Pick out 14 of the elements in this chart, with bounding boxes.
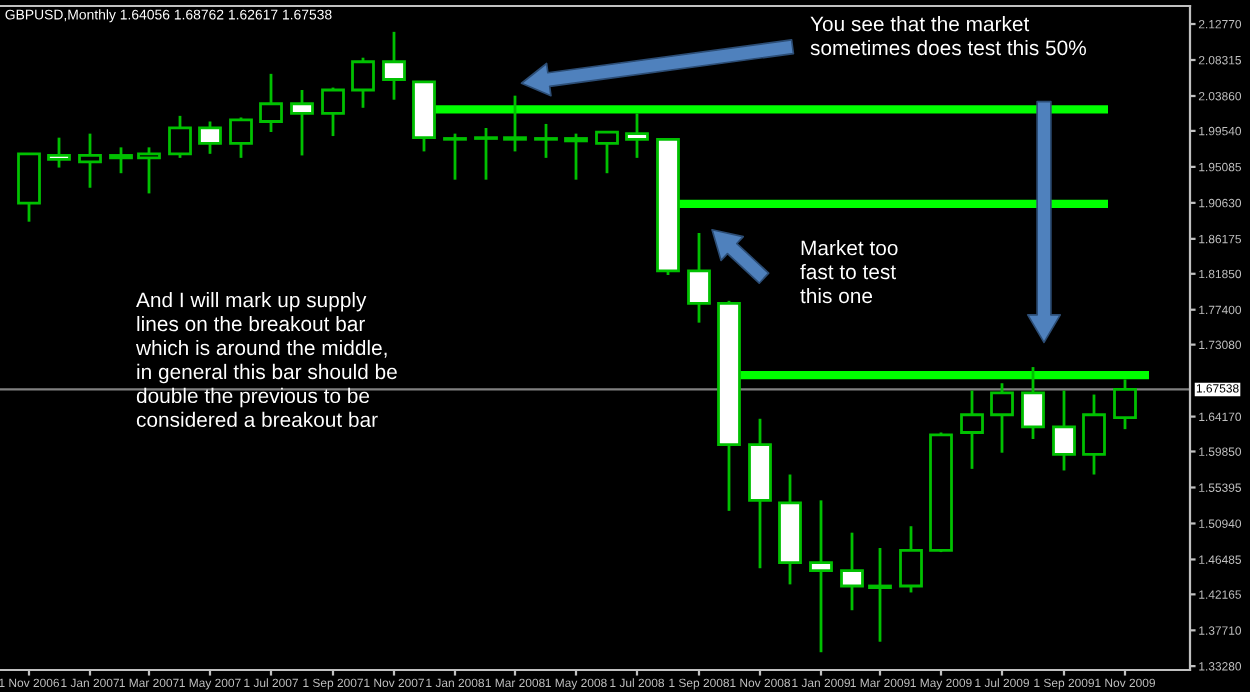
candlestick — [840, 531, 864, 612]
annotation: And I will mark up supply lines on the breakout bar which is around the middle, in general this bar should be double the previous to be considered a breakout bar — [135, 292, 397, 428]
annotation: Market too fast to test this one — [800, 240, 898, 304]
candlestick — [1082, 393, 1106, 476]
candlestick — [748, 417, 772, 570]
candlestick — [960, 389, 984, 471]
candlestick — [809, 498, 833, 654]
candlestick — [78, 132, 102, 190]
annotation: You see that the market sometimes does test this 50% — [810, 16, 1086, 56]
candlestick — [382, 30, 406, 102]
candlestick — [687, 231, 711, 325]
candlestick — [778, 473, 802, 586]
candlestick — [868, 546, 892, 644]
candlestick — [625, 112, 649, 160]
